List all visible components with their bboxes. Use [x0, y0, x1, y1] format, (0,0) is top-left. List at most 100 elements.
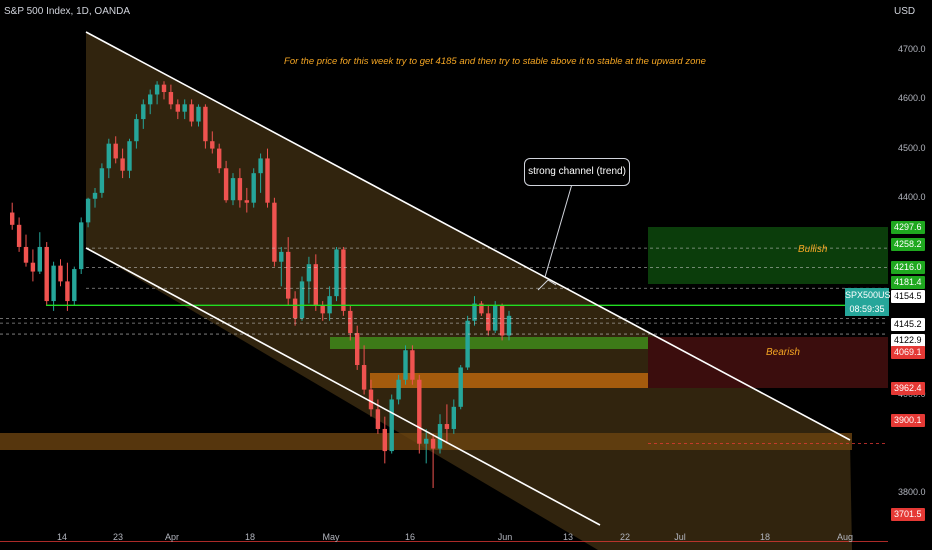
channel-upper-line — [85, 31, 851, 441]
candle-body — [272, 202, 277, 262]
candle-body — [286, 251, 291, 299]
candle-body — [292, 298, 298, 319]
price-tick: 3800.0 — [898, 486, 926, 497]
price-tick: 4500.0 — [898, 142, 926, 153]
channel-callout: strong channel (trend) — [524, 158, 630, 186]
candle-body — [161, 84, 167, 93]
candle-body — [258, 158, 263, 174]
time-tick: 18 — [244, 532, 256, 542]
candle-body — [458, 367, 463, 407]
candle-body — [506, 315, 512, 336]
candle-body — [382, 428, 387, 452]
candle-body — [348, 310, 353, 334]
time-tick: 16 — [404, 532, 416, 542]
price-label: 4069.1 — [891, 346, 925, 359]
price-label: 4181.4 — [891, 276, 925, 289]
price-label: 4145.2 — [891, 318, 925, 331]
candle-body — [437, 424, 443, 449]
candle-body — [361, 365, 367, 390]
candle-body — [196, 106, 201, 122]
analysis-note: For the price for this week try to get 4… — [284, 56, 706, 67]
candle-body — [313, 264, 318, 306]
bearish-zone-label: Bearish — [766, 347, 800, 358]
price-label: 3900.1 — [891, 414, 925, 427]
candle-body — [472, 303, 477, 321]
candle-body — [16, 224, 22, 247]
candle-body — [237, 178, 243, 201]
candle-body — [417, 379, 422, 444]
candle-body — [410, 350, 415, 380]
price-label: 4297.6 — [891, 221, 925, 234]
bearish-zone — [648, 337, 888, 388]
time-tick: 18 — [759, 532, 771, 542]
candle-body — [65, 281, 70, 302]
candle-body — [72, 269, 77, 302]
candle-body — [465, 320, 470, 368]
candle-body — [106, 143, 111, 169]
price-tick: 4700.0 — [898, 44, 926, 55]
time-tick: Jun — [497, 532, 513, 542]
candle-body — [30, 262, 36, 272]
price-label: 3701.5 — [891, 508, 925, 521]
candle-body — [85, 198, 91, 223]
demand-band — [330, 337, 648, 349]
candle-body — [451, 406, 456, 429]
time-tick: 23 — [112, 532, 124, 542]
price-label: 4154.5 — [891, 290, 925, 303]
candle-body — [148, 94, 153, 105]
price-tick: 4600.0 — [898, 93, 926, 104]
candle-body — [141, 104, 146, 120]
candle-body — [120, 158, 125, 171]
candle-body — [375, 409, 381, 429]
bullish-zone-label: Bullish — [798, 244, 828, 255]
price-label: 4258.2 — [891, 238, 925, 251]
time-tick: Apr — [164, 532, 180, 542]
symbol-header: S&P 500 Index, 1D, OANDA — [4, 6, 130, 17]
candle-body — [306, 264, 312, 282]
candle-body — [182, 104, 187, 112]
candle-body — [189, 104, 194, 122]
orange-band — [370, 373, 648, 388]
candle-body — [499, 305, 505, 336]
bullish-zone — [648, 227, 888, 284]
candle-body — [223, 168, 229, 201]
candle-body — [265, 158, 270, 203]
candle-body — [10, 212, 15, 225]
channel-lower-line — [85, 247, 601, 526]
candle-body — [217, 148, 222, 169]
candle-body — [44, 246, 49, 302]
candle-body — [127, 141, 132, 171]
candle-body — [320, 305, 325, 314]
time-tick: Jul — [674, 532, 686, 542]
candle-body — [493, 305, 498, 331]
ticker-countdown: 08:59:35 — [849, 304, 885, 314]
candle-body — [92, 192, 98, 199]
price-label: 4122.9 — [891, 334, 925, 347]
candle-body — [134, 119, 139, 142]
candle-body — [244, 200, 249, 203]
channel-fill — [86, 32, 852, 550]
ticker-price-tag: SPX500USD 08:59:35 — [845, 288, 897, 316]
candle-body — [99, 168, 105, 193]
time-tick: May — [322, 532, 340, 542]
candle-body — [203, 106, 208, 142]
candle-body — [168, 92, 174, 105]
candle-body — [403, 350, 408, 380]
candle-body — [299, 281, 305, 319]
candle-body — [23, 246, 29, 263]
candle-body — [58, 265, 63, 282]
candle-body — [210, 141, 215, 149]
candle-body — [396, 379, 401, 400]
candle-body — [251, 173, 256, 203]
time-tick: 22 — [619, 532, 631, 542]
price-label: 4216.0 — [891, 261, 925, 274]
candle-body — [430, 438, 436, 449]
candle-body — [444, 424, 450, 429]
candle-body — [37, 246, 42, 272]
candle-body — [355, 333, 360, 366]
currency-label: USD — [894, 6, 916, 17]
price-label: 3962.4 — [891, 382, 925, 395]
candle-body — [424, 438, 429, 444]
candle-body — [389, 399, 394, 452]
